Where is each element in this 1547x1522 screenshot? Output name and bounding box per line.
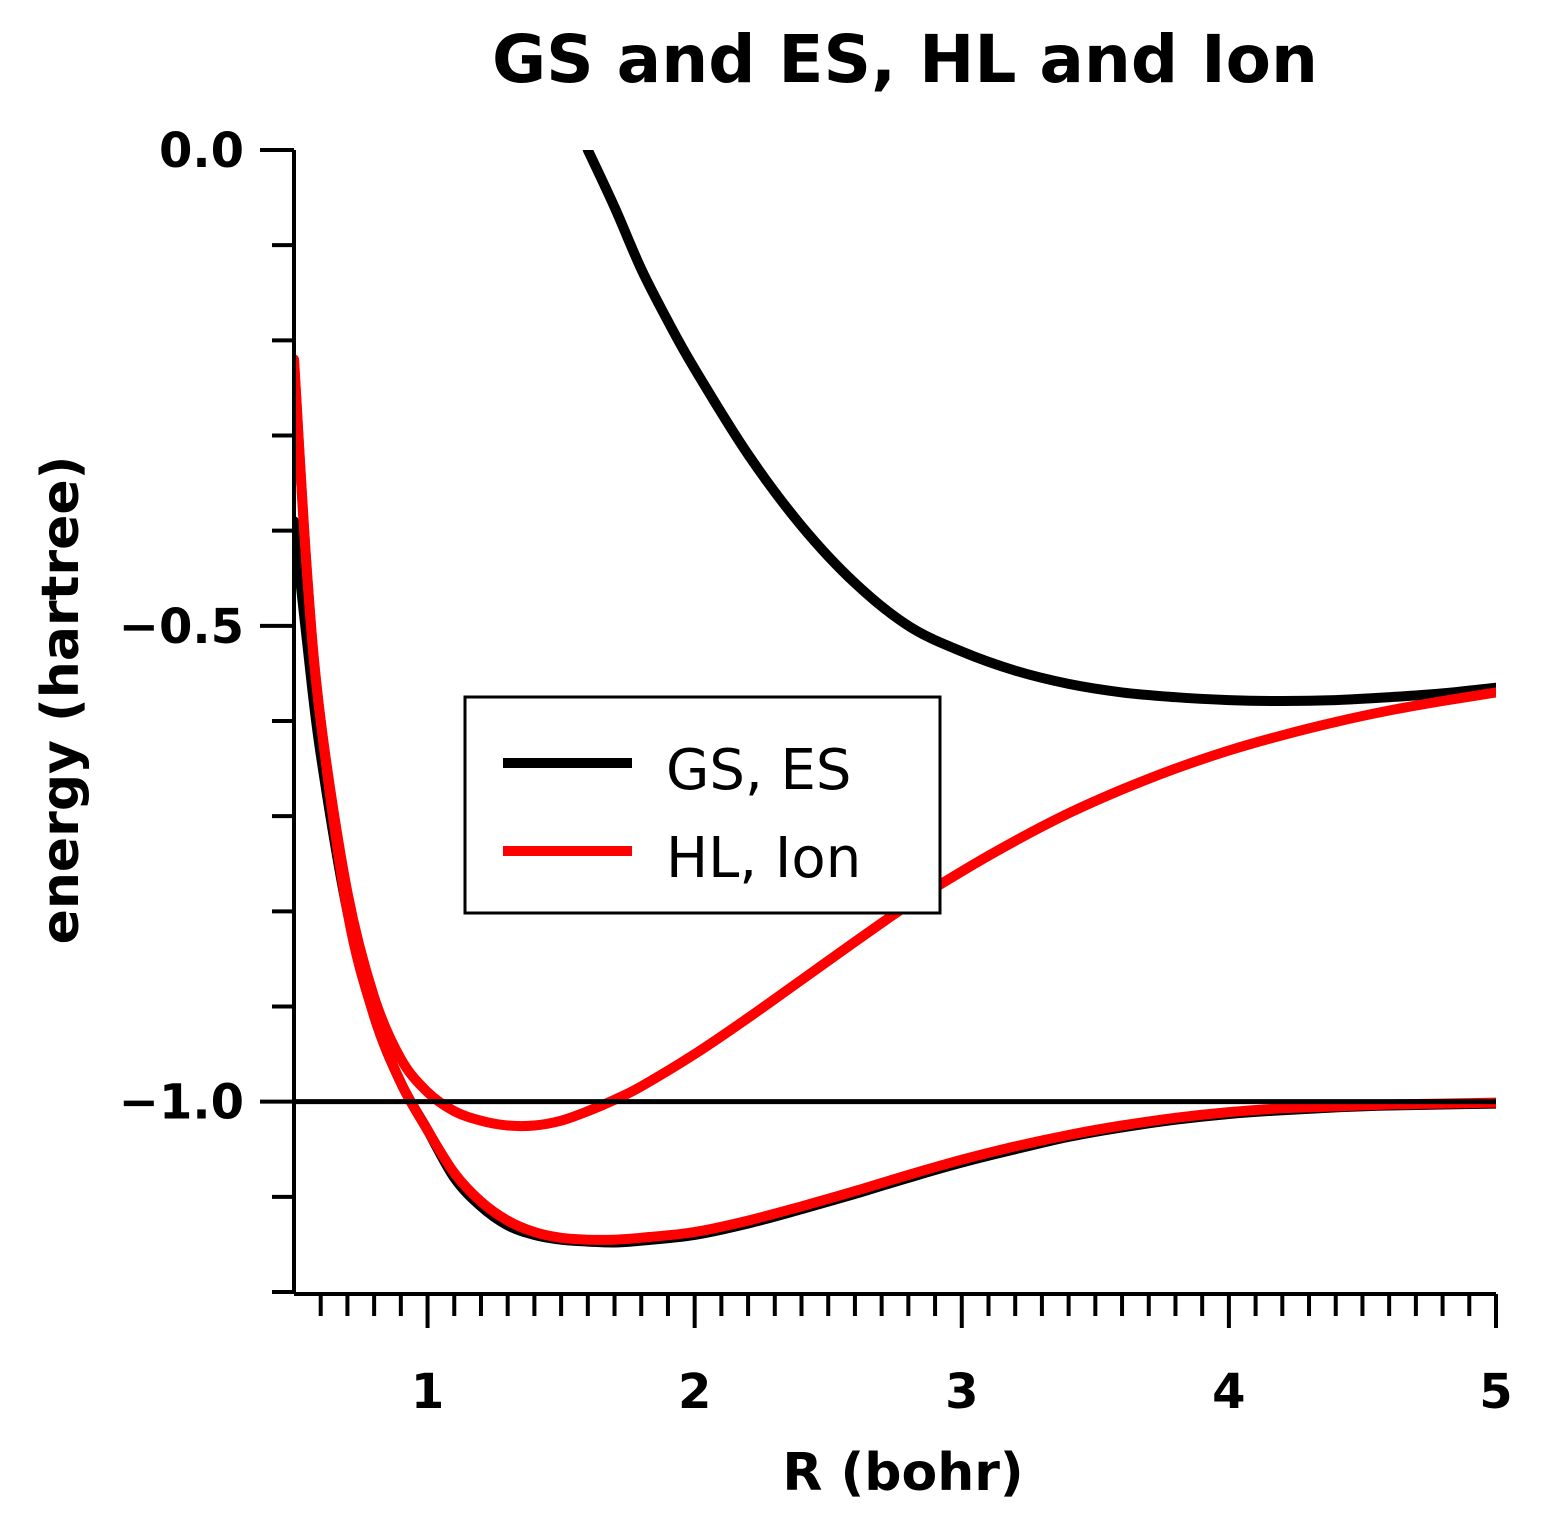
legend-label-hl-ion: HL, Ion [666,826,861,891]
legend-box [463,695,942,915]
x-tick-label: 1 [411,1364,444,1420]
series-line-hl [294,354,1496,1245]
x-tick-label: 2 [678,1364,711,1420]
x-tick-label: 5 [1479,1364,1512,1420]
y-tick-label: 0.0 [159,123,244,179]
plot-area [294,150,1496,1248]
y-tick-label: −1.0 [119,1075,244,1131]
x-tick-label: 4 [1212,1364,1245,1420]
chart-title: GS and ES, HL and Ion [492,21,1318,98]
legend-label-gs-es: GS, ES [666,738,851,803]
y-tick-label: −0.5 [119,599,244,655]
x-axis-label: R (bohr) [782,1443,1023,1503]
y-axis-ticks: 0.0 −0.5 −1.0 [119,123,294,1294]
legend: GS, ES HL, Ion [463,695,942,915]
series-line-ion [294,354,1496,1132]
series-layer [294,150,1496,1248]
series-line-es [582,150,1496,706]
x-axis-ticks: 1 2 3 4 5 [318,1294,1513,1420]
x-tick-label: 3 [945,1364,978,1420]
y-axis-label: energy (hartree) [31,456,91,945]
